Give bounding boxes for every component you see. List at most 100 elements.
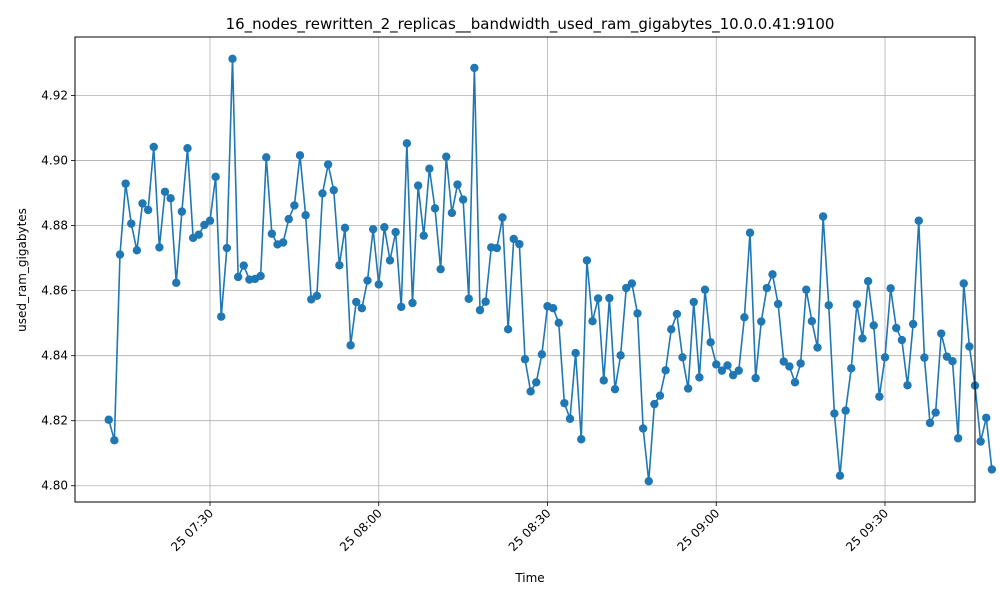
x-axis-title: Time xyxy=(514,571,544,585)
data-point xyxy=(498,213,507,222)
data-point xyxy=(638,424,648,433)
data-point xyxy=(672,309,682,319)
data-point xyxy=(678,353,687,362)
y-axis-title: used_ram_gigabytes xyxy=(15,208,29,332)
data-point xyxy=(554,318,563,328)
data-point xyxy=(627,279,637,288)
data-point xyxy=(892,323,901,333)
data-point xyxy=(728,370,738,380)
data-point xyxy=(115,250,125,259)
data-point xyxy=(942,352,952,361)
data-point xyxy=(948,357,957,366)
data-point xyxy=(644,476,653,486)
data-point xyxy=(650,399,659,409)
y-tick-label: 4.90 xyxy=(41,154,68,168)
data-point xyxy=(565,414,575,423)
data-point xyxy=(908,319,918,329)
data-point xyxy=(875,392,884,401)
data-point xyxy=(622,283,631,293)
y-tick-label: 4.88 xyxy=(41,219,68,233)
data-point xyxy=(239,261,248,270)
data-point xyxy=(886,284,895,293)
data-point xyxy=(695,373,704,382)
data-point xyxy=(599,376,608,385)
data-point xyxy=(183,144,192,153)
y-tick-label: 4.80 xyxy=(41,479,68,493)
data-point xyxy=(740,313,749,322)
data-point xyxy=(982,413,991,422)
data-point xyxy=(228,54,237,63)
data-point xyxy=(762,283,772,293)
data-point xyxy=(205,216,215,225)
data-point xyxy=(734,366,743,375)
data-point xyxy=(397,302,406,312)
data-point xyxy=(413,181,423,190)
data-point xyxy=(605,293,614,303)
data-point xyxy=(925,418,935,428)
data-point xyxy=(217,312,226,321)
data-point xyxy=(442,152,451,161)
data-point xyxy=(897,335,907,345)
data-point xyxy=(577,435,586,444)
data-point xyxy=(340,223,350,233)
data-point xyxy=(683,384,693,393)
data-point xyxy=(841,406,850,415)
data-point xyxy=(318,189,327,198)
data-point xyxy=(380,223,389,232)
chart-title: 16_nodes_rewritten_2_replicas__bandwidth… xyxy=(226,15,835,34)
data-point xyxy=(453,180,462,189)
data-point xyxy=(830,409,839,418)
data-point xyxy=(745,228,755,237)
data-point xyxy=(616,351,625,360)
data-point xyxy=(363,276,372,285)
data-point xyxy=(920,353,929,362)
data-point xyxy=(880,353,890,362)
series-layer xyxy=(104,54,997,486)
data-point xyxy=(194,230,203,239)
data-point xyxy=(312,291,322,301)
data-point xyxy=(374,280,383,289)
data-point xyxy=(835,471,845,480)
data-point xyxy=(222,243,232,253)
data-point xyxy=(177,207,187,216)
data-point xyxy=(593,294,603,303)
data-point xyxy=(385,256,395,265)
data-point xyxy=(723,361,732,370)
data-point xyxy=(368,224,378,234)
data-point xyxy=(903,381,912,390)
data-point xyxy=(267,229,277,238)
data-point xyxy=(127,219,136,228)
data-point xyxy=(503,325,513,334)
data-point xyxy=(914,216,923,225)
data-point xyxy=(160,187,170,196)
data-point xyxy=(790,378,800,387)
data-point xyxy=(965,342,974,351)
data-point xyxy=(430,204,440,213)
data-point xyxy=(143,205,153,215)
grid-lines xyxy=(75,37,975,502)
data-point xyxy=(751,373,760,383)
data-point xyxy=(509,234,518,244)
data-point xyxy=(295,151,305,160)
data-point xyxy=(847,364,856,373)
data-point xyxy=(712,360,721,369)
data-point xyxy=(537,350,547,359)
data-point xyxy=(633,309,642,318)
data-point xyxy=(571,348,580,358)
data-point xyxy=(408,298,417,308)
data-point xyxy=(813,343,822,352)
data-point xyxy=(667,325,676,334)
data-point xyxy=(346,341,355,350)
y-axis: 4.80 4.82 4.84 4.86 4.88 4.90 4.92 xyxy=(41,89,75,493)
data-point xyxy=(233,272,243,282)
data-point xyxy=(610,384,620,394)
data-point xyxy=(458,195,468,204)
data-point xyxy=(757,317,766,326)
data-point xyxy=(329,185,338,195)
data-point xyxy=(818,212,828,221)
data-point xyxy=(211,172,220,182)
data-point xyxy=(515,239,524,249)
data-point xyxy=(532,378,541,387)
data-point xyxy=(256,271,265,281)
data-point xyxy=(492,243,502,253)
